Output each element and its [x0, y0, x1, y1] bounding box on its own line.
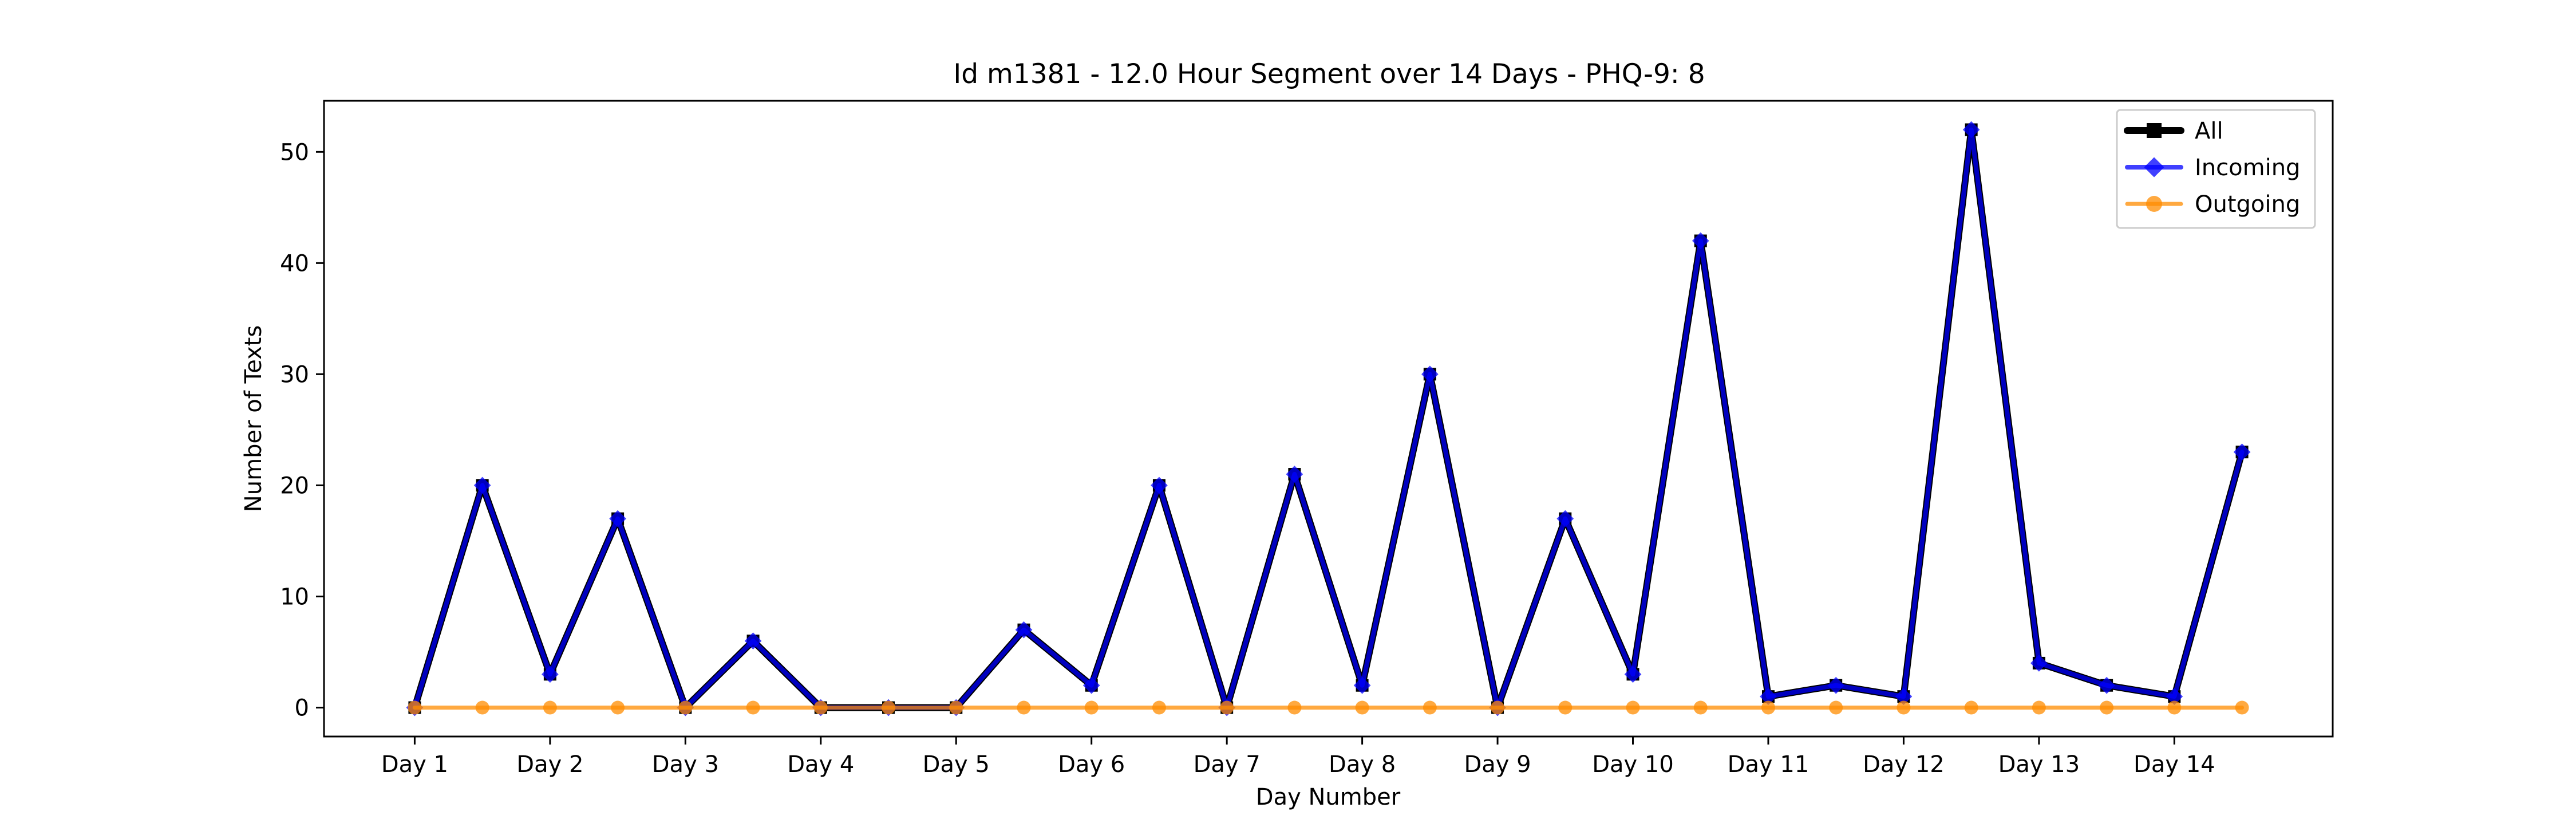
data-point-outgoing: [1220, 700, 1234, 715]
plot-area-frame: [323, 100, 2334, 738]
data-point-outgoing: [408, 700, 422, 715]
legend-label-incoming: Incoming: [2195, 155, 2300, 181]
data-point-outgoing: [1829, 700, 1843, 715]
data-point-incoming: [1624, 665, 1642, 683]
data-point-incoming: [1692, 232, 1709, 250]
chart-title: Id m1381 - 12.0 Hour Segment over 14 Day…: [953, 58, 1705, 90]
x-tick-label: Day 12: [1863, 751, 1945, 778]
x-axis: Day 1 Day 2 Day 3 Day 4 Day 5 Day 6 Day 7 Day 8…: [381, 737, 2215, 778]
x-tick-label: Day 3: [652, 751, 719, 778]
data-point-incoming: [473, 476, 491, 494]
y-tick-label: 30: [280, 361, 309, 388]
x-tick-label: Day 1: [381, 751, 448, 778]
series-outgoing: [408, 700, 2249, 715]
data-point-outgoing: [1084, 700, 1099, 715]
data-point-outgoing: [2167, 700, 2182, 715]
data-point-outgoing: [1626, 700, 1640, 715]
data-point-incoming: [2166, 688, 2183, 705]
data-point-incoming: [1286, 466, 1303, 483]
data-point-outgoing: [2235, 700, 2249, 715]
y-tick-label: 0: [295, 695, 309, 722]
data-point-outgoing: [746, 700, 760, 715]
data-point-outgoing: [1558, 700, 1573, 715]
data-point-incoming: [1556, 510, 1574, 527]
data-point-incoming: [542, 665, 559, 683]
data-point-outgoing: [1017, 700, 1031, 715]
data-point-outgoing: [882, 700, 896, 715]
data-point-incoming: [2233, 443, 2251, 461]
x-tick-label: Day 10: [1592, 751, 1674, 778]
data-point-outgoing: [1761, 700, 1775, 715]
data-point-incoming: [1962, 121, 1980, 139]
x-axis-label: Day Number: [1256, 784, 1401, 810]
data-point-incoming: [1421, 365, 1439, 383]
data-point-outgoing: [813, 700, 828, 715]
data-point-outgoing: [1964, 700, 1978, 715]
data-point-outgoing: [1423, 700, 1437, 715]
series-layer: [406, 121, 2251, 716]
data-point-incoming: [1827, 676, 1845, 694]
data-point-outgoing: [2100, 700, 2114, 715]
data-point-outgoing: [2032, 700, 2046, 715]
data-point-outgoing: [475, 700, 489, 715]
x-tick-label: Day 14: [2134, 751, 2215, 778]
legend-frame: [2116, 109, 2316, 229]
data-point-incoming: [1760, 688, 1777, 705]
data-point-outgoing: [543, 700, 557, 715]
series-line-incoming: [412, 127, 2245, 710]
y-tick-label: 40: [280, 250, 309, 277]
x-tick-label: Day 2: [516, 751, 583, 778]
data-point-outgoing: [949, 700, 963, 715]
y-axis: 0 10 20 30 40 50: [280, 139, 324, 722]
x-tick-label: Day 4: [787, 751, 854, 778]
y-tick-label: 20: [280, 472, 309, 499]
legend: All Incoming Outgoing: [2116, 109, 2316, 229]
data-point-outgoing: [611, 700, 625, 715]
data-point-incoming: [1895, 688, 1913, 705]
data-point-incoming: [1015, 621, 1033, 639]
data-point-incoming: [609, 510, 626, 527]
data-point-outgoing: [678, 700, 693, 715]
data-point-outgoing: [1355, 700, 1369, 715]
x-tick-label: Day 6: [1058, 751, 1125, 778]
legend-marker-incoming: [2144, 157, 2164, 178]
legend-marker-all: [2147, 123, 2162, 138]
x-tick-label: Day 11: [1728, 751, 1809, 778]
data-point-incoming: [2030, 655, 2048, 672]
data-point-incoming: [1151, 476, 1168, 494]
x-tick-label: Day 8: [1329, 751, 1396, 778]
data-point-incoming: [1353, 676, 1371, 694]
data-point-outgoing: [1693, 700, 1708, 715]
data-point-outgoing: [1491, 700, 1505, 715]
legend-marker-outgoing: [2146, 196, 2162, 212]
legend-label-outgoing: Outgoing: [2195, 191, 2300, 218]
data-point-outgoing: [1152, 700, 1166, 715]
y-tick-label: 10: [280, 584, 309, 610]
x-tick-label: Day 7: [1194, 751, 1261, 778]
y-axis-label: Number of Texts: [240, 325, 267, 512]
x-tick-label: Day 9: [1464, 751, 1531, 778]
legend-label-all: All: [2195, 118, 2223, 144]
data-point-outgoing: [1897, 700, 1911, 715]
data-point-outgoing: [1287, 700, 1302, 715]
x-tick-label: Day 5: [923, 751, 990, 778]
x-tick-label: Day 13: [1998, 751, 2080, 778]
data-point-incoming: [2098, 676, 2115, 694]
data-point-incoming: [744, 632, 762, 649]
y-tick-label: 50: [280, 139, 309, 166]
data-point-incoming: [1082, 676, 1100, 694]
